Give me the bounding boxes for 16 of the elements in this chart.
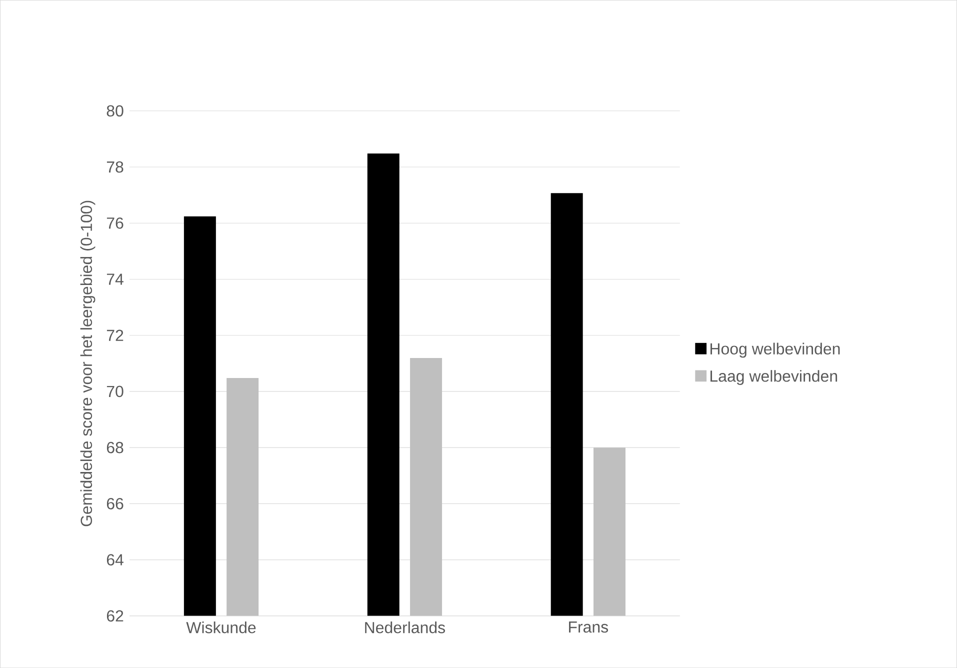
x-tick-label: Frans (569, 621, 608, 633)
y-tick-label: 72 (106, 330, 124, 341)
y-tick-label: 76 (106, 217, 124, 229)
legend-label: Laag welbevinden (710, 370, 838, 385)
y-tick-label: 66 (106, 498, 124, 510)
y-tick-label: 80 (106, 105, 124, 116)
y-tick-label: 62 (106, 610, 124, 622)
x-tick-label: Wiskunde (186, 621, 256, 634)
legend-label: Hoog welbevinden (710, 342, 840, 358)
y-tick-label: 64 (106, 554, 124, 566)
y-tick-label: 70 (106, 386, 124, 398)
y-tick-label: 68 (106, 442, 124, 454)
y-tick-label: 78 (106, 161, 124, 173)
y-axis-title: Gemiddelde score voor het leergebied (0-100) (80, 200, 96, 526)
x-tick-label: Nederlands (365, 621, 446, 634)
y-tick-label: 74 (106, 274, 124, 285)
